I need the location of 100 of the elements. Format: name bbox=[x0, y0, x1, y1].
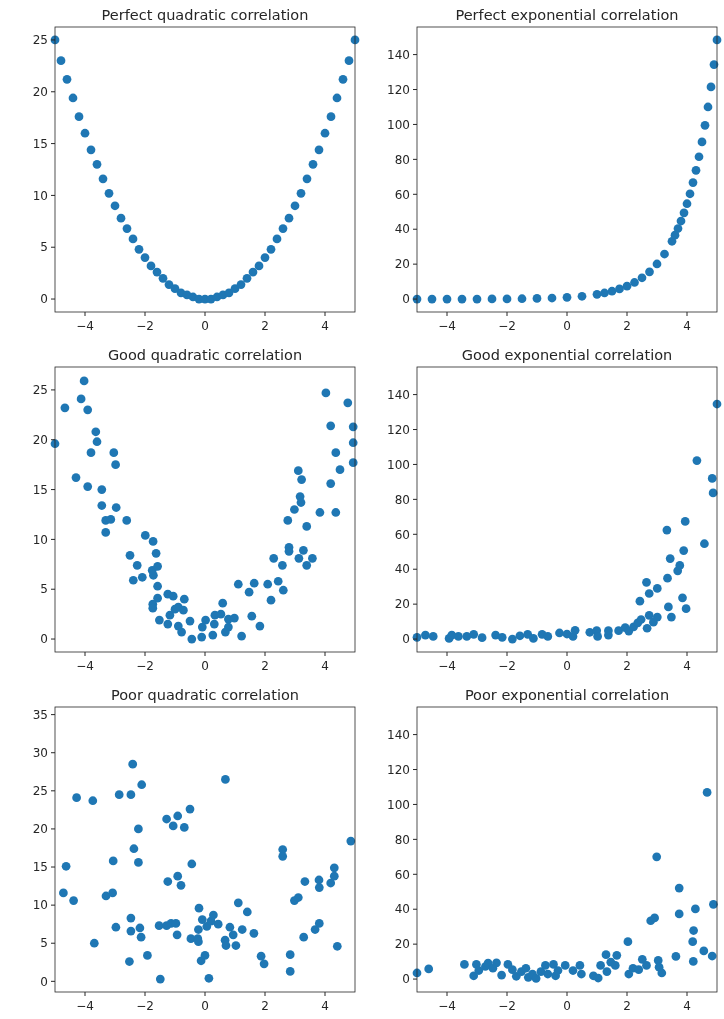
x-tick-label: 2 bbox=[261, 999, 269, 1013]
y-tick-label: 80 bbox=[394, 492, 410, 507]
point bbox=[691, 166, 701, 175]
point bbox=[308, 159, 318, 169]
point bbox=[457, 294, 467, 304]
point bbox=[700, 539, 709, 549]
point bbox=[134, 244, 144, 254]
point bbox=[600, 288, 609, 298]
point bbox=[607, 286, 617, 296]
y-tick-label: 0 bbox=[40, 974, 48, 989]
point bbox=[657, 968, 667, 978]
point bbox=[652, 612, 662, 622]
point bbox=[692, 456, 702, 465]
y-tick-label: 80 bbox=[394, 152, 410, 167]
point bbox=[674, 883, 684, 893]
y-tick-label: 120 bbox=[387, 422, 410, 437]
y-tick-label: 20 bbox=[394, 937, 410, 952]
chart-title: Poor exponential correlation bbox=[464, 687, 670, 703]
point bbox=[98, 174, 108, 184]
point bbox=[663, 573, 672, 583]
point bbox=[152, 267, 162, 277]
x-tick-label: −2 bbox=[498, 999, 516, 1013]
point bbox=[691, 904, 700, 914]
point bbox=[652, 852, 662, 862]
y-tick-label: 35 bbox=[32, 707, 48, 722]
point bbox=[665, 554, 675, 563]
point bbox=[508, 965, 517, 975]
point bbox=[74, 112, 84, 122]
y-tick-label: 5 bbox=[40, 582, 48, 597]
point bbox=[700, 120, 710, 130]
y-tick-label: 120 bbox=[387, 82, 410, 97]
chart-title: Poor quadratic correlation bbox=[111, 687, 299, 703]
point bbox=[521, 963, 531, 973]
point bbox=[515, 631, 525, 641]
point bbox=[682, 199, 692, 209]
point bbox=[260, 253, 270, 262]
point bbox=[553, 966, 563, 975]
point bbox=[487, 294, 497, 304]
y-tick-label: 0 bbox=[402, 292, 410, 307]
point bbox=[642, 623, 652, 633]
y-tick-label: 20 bbox=[394, 257, 410, 272]
point bbox=[614, 626, 623, 636]
point bbox=[158, 273, 168, 283]
x-tick-label: −2 bbox=[498, 319, 516, 333]
point bbox=[442, 294, 452, 304]
point bbox=[630, 278, 639, 287]
y-tick-label: 40 bbox=[394, 562, 410, 577]
y-tick-label: 40 bbox=[394, 902, 410, 917]
point bbox=[636, 615, 646, 624]
x-tick-label: −4 bbox=[438, 319, 456, 333]
point bbox=[577, 291, 587, 301]
x-tick-label: 2 bbox=[261, 319, 269, 333]
y-tick-label: 140 bbox=[387, 47, 410, 62]
y-tick-label: 25 bbox=[32, 383, 48, 398]
x-tick-label: −4 bbox=[438, 999, 456, 1013]
point bbox=[674, 909, 684, 919]
point bbox=[460, 960, 469, 969]
y-tick-label: 10 bbox=[32, 188, 48, 203]
point bbox=[634, 965, 644, 975]
point bbox=[344, 56, 354, 66]
point bbox=[555, 628, 564, 638]
point bbox=[678, 593, 687, 603]
point bbox=[128, 234, 138, 244]
point bbox=[699, 946, 709, 956]
point bbox=[104, 188, 114, 198]
chart-title: Good exponential correlation bbox=[461, 347, 673, 363]
y-tick-label: 100 bbox=[387, 797, 410, 812]
point bbox=[477, 633, 487, 643]
point bbox=[266, 244, 276, 254]
x-tick-label: −2 bbox=[136, 999, 154, 1013]
point bbox=[679, 208, 689, 218]
point bbox=[543, 969, 553, 979]
point bbox=[688, 178, 698, 187]
point bbox=[474, 966, 484, 975]
y-tick-label: 0 bbox=[402, 972, 410, 987]
y-tick-label: 120 bbox=[387, 762, 410, 777]
point bbox=[622, 281, 632, 291]
y-tick-label: 20 bbox=[32, 432, 48, 447]
x-tick-label: 4 bbox=[683, 999, 691, 1013]
point bbox=[689, 926, 698, 935]
point bbox=[92, 159, 102, 169]
y-tick-label: 15 bbox=[32, 860, 48, 875]
point bbox=[610, 961, 620, 970]
x-tick-label: 2 bbox=[623, 659, 631, 673]
point bbox=[492, 958, 501, 968]
point bbox=[529, 634, 538, 643]
point bbox=[146, 261, 156, 271]
point bbox=[428, 632, 438, 641]
point bbox=[502, 294, 512, 304]
x-tick-label: 4 bbox=[683, 319, 691, 333]
point bbox=[248, 267, 258, 277]
point bbox=[703, 102, 713, 112]
y-tick-label: 10 bbox=[32, 532, 48, 547]
point bbox=[637, 954, 647, 964]
x-tick-label: 0 bbox=[563, 659, 571, 673]
point bbox=[662, 525, 672, 535]
point bbox=[469, 630, 479, 639]
y-tick-label: 5 bbox=[40, 240, 48, 255]
point bbox=[62, 74, 72, 84]
y-tick-label: 60 bbox=[394, 867, 410, 882]
